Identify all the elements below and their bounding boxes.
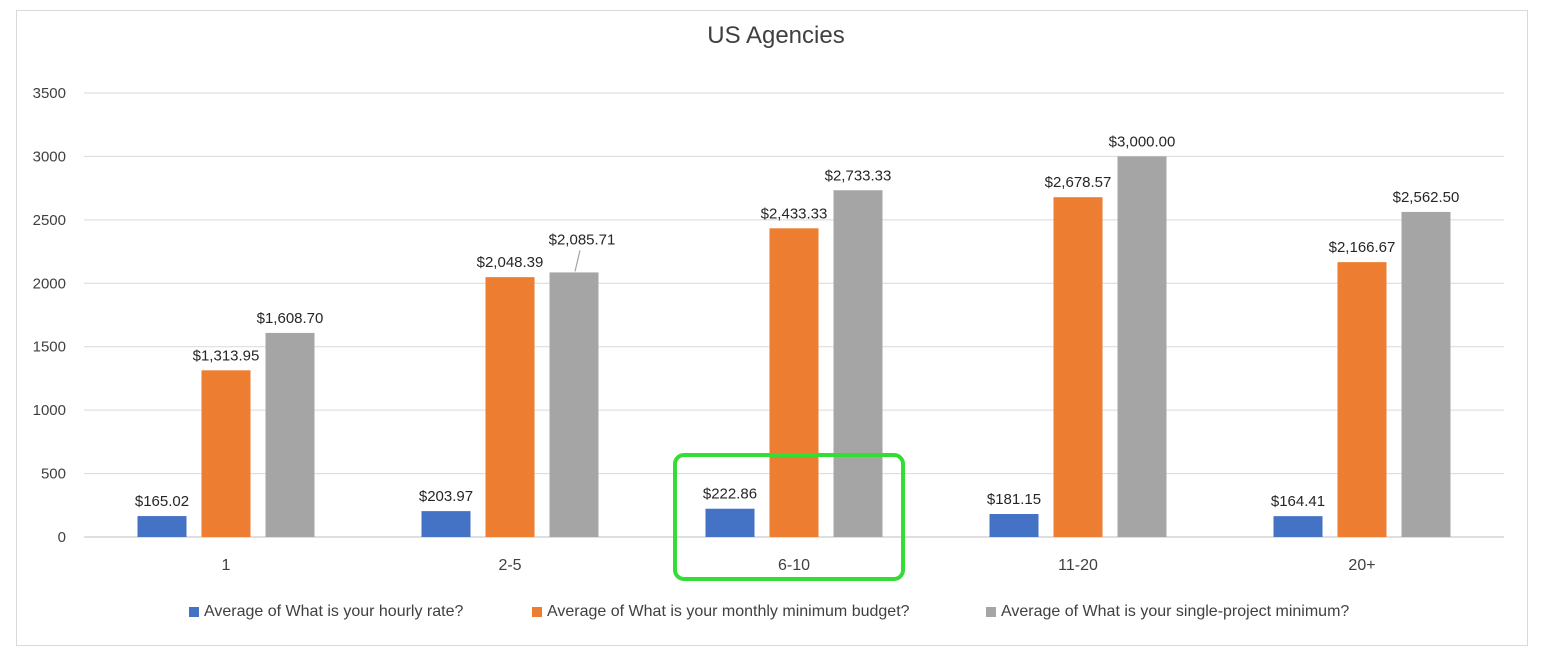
data-label: $181.15 (987, 491, 1041, 508)
data-label: $2,166.67 (1329, 239, 1396, 256)
bar (549, 272, 599, 537)
bar (265, 332, 315, 537)
legend-label: Average of What is your hourly rate? (204, 603, 464, 620)
bar (201, 370, 251, 537)
legend-swatch (189, 607, 199, 617)
y-tick-label: 1500 (33, 339, 66, 356)
y-tick-label: 2500 (33, 212, 66, 229)
data-label: $165.02 (135, 493, 189, 510)
y-tick-label: 500 (41, 466, 66, 483)
data-label: $164.41 (1271, 493, 1325, 510)
bar (1273, 516, 1323, 537)
data-label: $2,048.39 (477, 254, 544, 271)
data-label: $2,562.50 (1393, 189, 1460, 206)
x-tick-label: 6-10 (778, 557, 810, 574)
highlight-rectangle (673, 453, 905, 581)
legend-swatch (532, 607, 542, 617)
data-label: $222.86 (703, 486, 757, 503)
bar (769, 228, 819, 538)
legend-label: Average of What is your single-project m… (1001, 603, 1350, 620)
bar (1401, 211, 1451, 537)
legend-item: Average of What is your single-project m… (986, 603, 1349, 621)
bar (989, 514, 1039, 537)
data-label: $2,678.57 (1045, 174, 1112, 191)
chart-title: US Agencies (707, 22, 845, 49)
data-label: $2,733.33 (825, 167, 892, 184)
data-label: $1,313.95 (193, 347, 260, 364)
bar (1117, 156, 1167, 537)
y-tick-label: 1000 (33, 402, 66, 419)
y-tick-label: 3000 (33, 148, 66, 165)
y-tick-label: 2000 (33, 275, 66, 292)
data-label: $3,000.00 (1109, 133, 1176, 150)
y-axis-ticks: 0 500 1000 1500 2000 2500 3000 3500 (33, 85, 66, 546)
x-tick-label: 1 (222, 557, 231, 574)
data-label: $1,608.70 (257, 310, 324, 327)
legend-item: Average of What is your hourly rate? (189, 603, 463, 621)
y-tick-label: 3500 (33, 85, 66, 102)
highlight-box (673, 453, 905, 581)
y-tick-label: 0 (58, 529, 66, 546)
x-axis-ticks: 1 2-5 6-10 11-20 20+ (222, 557, 1376, 574)
bar (1053, 197, 1103, 537)
bar (1337, 262, 1387, 537)
data-label: $2,433.33 (761, 205, 828, 222)
legend-swatch (986, 607, 996, 617)
x-tick-label: 20+ (1348, 557, 1375, 574)
data-label: $2,085.71 (549, 231, 616, 248)
bar (137, 516, 187, 537)
x-tick-label: 2-5 (498, 557, 521, 574)
bars (137, 156, 1451, 538)
bar (421, 511, 471, 537)
legend: Average of What is your hourly rate? Aver… (0, 603, 1552, 625)
data-label: $203.97 (419, 488, 473, 505)
legend-item: Average of What is your monthly minimum … (532, 603, 910, 621)
bar (485, 277, 535, 537)
bar (833, 190, 883, 537)
data-labels: $165.02 $1,313.95 $1,608.70 $203.97 $2,048.3… (135, 133, 1459, 510)
legend-label: Average of What is your monthly minimum … (547, 603, 910, 620)
data-label-leader (574, 250, 581, 272)
x-tick-label: 11-20 (1058, 557, 1098, 574)
bar (705, 508, 755, 537)
